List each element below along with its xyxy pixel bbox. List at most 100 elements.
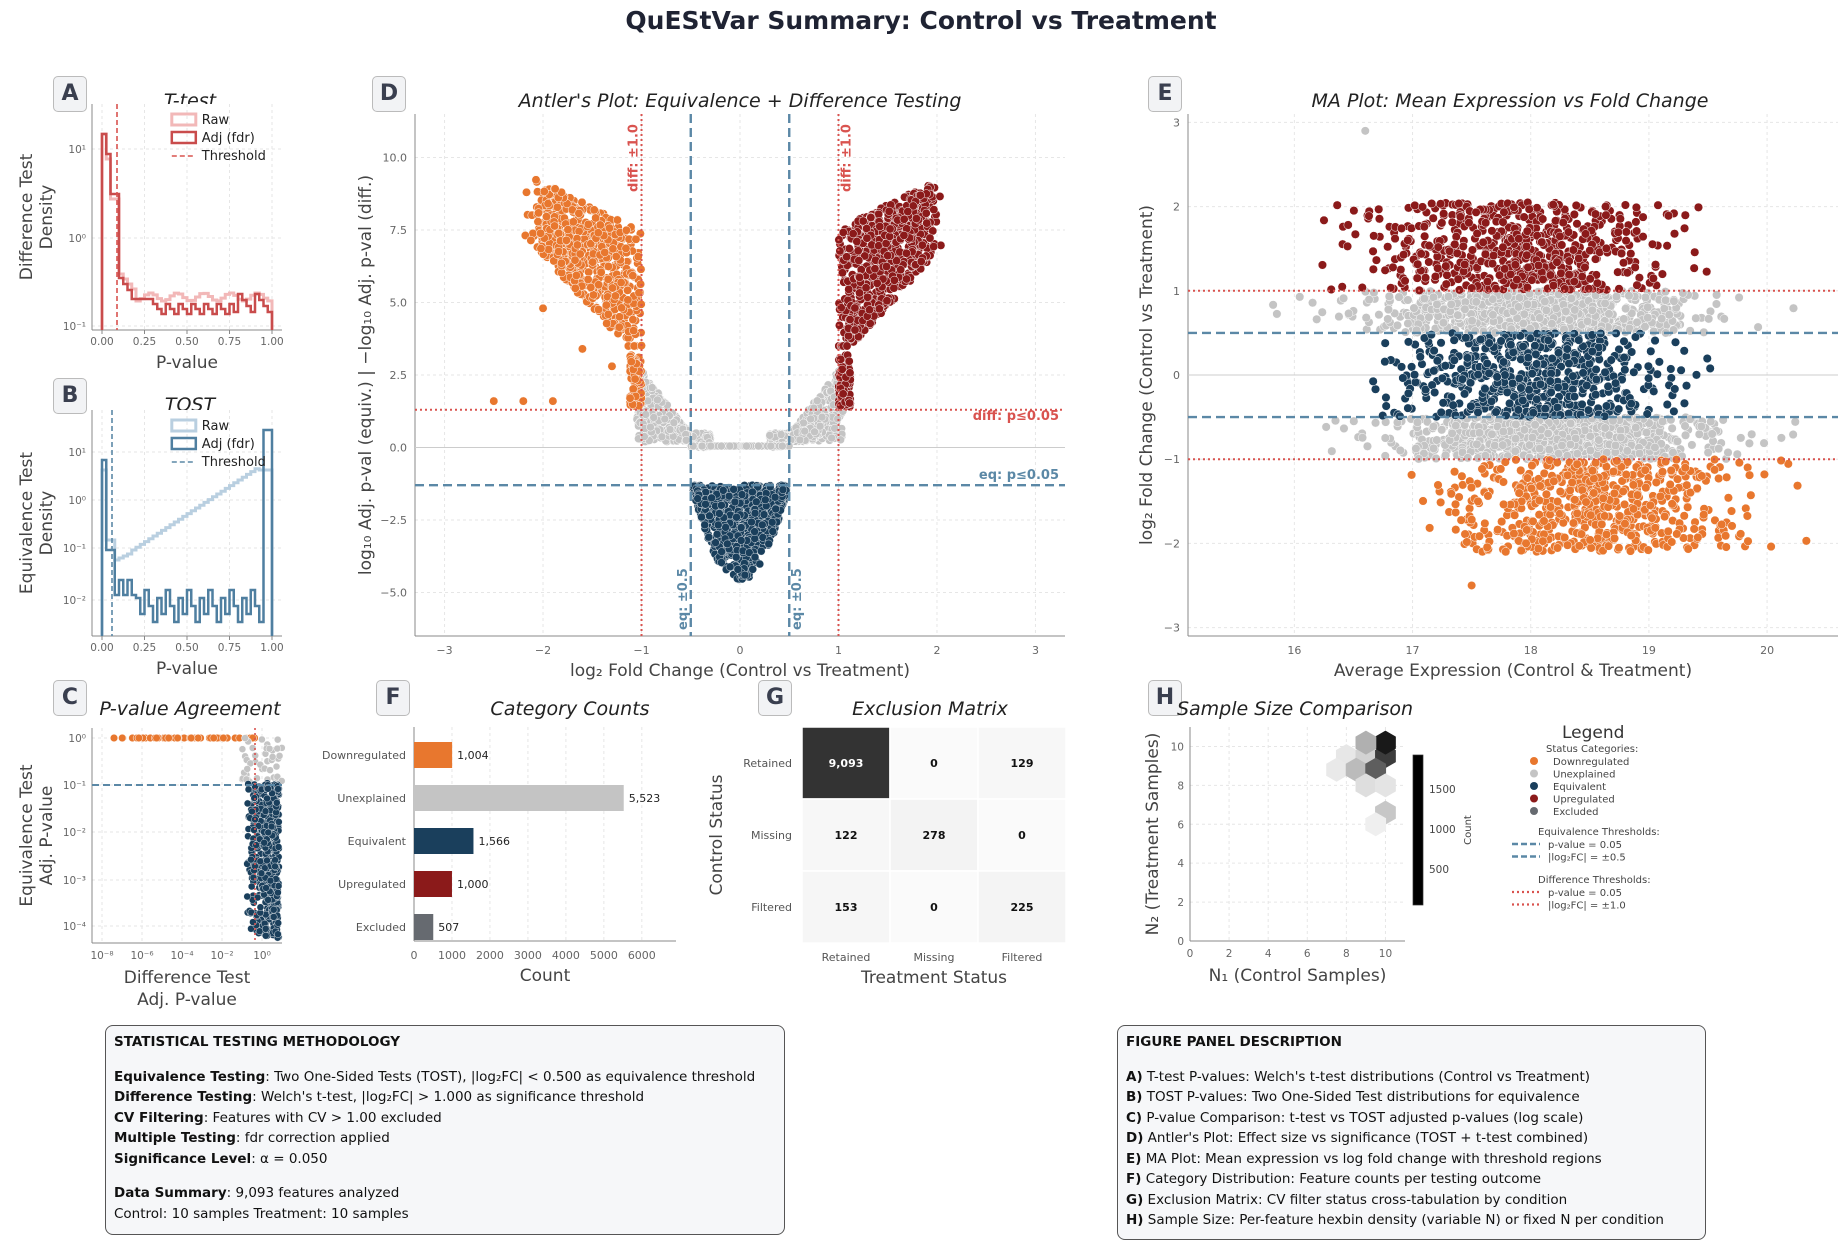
data-point <box>1471 297 1481 307</box>
data-point <box>608 244 618 254</box>
x-tick-label: 10⁻⁶ <box>130 950 153 962</box>
data-point <box>1669 296 1679 306</box>
data-point <box>629 326 639 336</box>
data-point <box>572 240 582 250</box>
data-point <box>875 222 885 231</box>
data-point <box>882 296 892 306</box>
data-point <box>1643 313 1653 323</box>
data-point <box>827 433 836 443</box>
data-point <box>935 192 945 201</box>
data-point <box>594 280 603 290</box>
data-point <box>711 538 720 547</box>
x-tick-label: 17 <box>1406 644 1420 657</box>
data-point <box>723 539 732 549</box>
data-point <box>538 303 548 313</box>
y-axis-label: Equivalence Test <box>17 764 37 906</box>
data-point <box>274 919 282 927</box>
data-point <box>885 231 895 241</box>
data-point <box>1535 313 1545 323</box>
data-point <box>729 485 738 494</box>
data-point <box>916 256 926 266</box>
y-tick-label: 10⁻² <box>63 827 86 839</box>
raw-histogram <box>100 467 274 636</box>
data-point <box>725 441 735 451</box>
data-point <box>273 799 281 807</box>
x-tick-label: 3 <box>1032 644 1039 657</box>
data-point <box>765 431 775 440</box>
data-point <box>1540 297 1550 307</box>
data-point <box>885 224 895 234</box>
data-point <box>848 229 858 239</box>
data-point <box>721 523 730 532</box>
y-axis-label: Difference Test <box>17 153 37 280</box>
data-point <box>748 565 757 574</box>
data-point <box>748 487 757 497</box>
data-point <box>263 794 271 803</box>
data-point <box>631 234 641 244</box>
data-point <box>594 305 603 314</box>
x-tick-label: 0.25 <box>133 642 156 654</box>
x-tick-label: 1 <box>835 644 842 657</box>
x-axis-label: P-value <box>156 659 218 679</box>
y-tick-label: 10⁰ <box>68 495 86 507</box>
data-point <box>616 278 626 288</box>
data-point <box>1488 310 1498 320</box>
data-point <box>194 733 203 743</box>
data-point <box>1691 313 1701 323</box>
y-tick-label: 10⁻¹ <box>63 780 86 792</box>
y-tick-label: −3 <box>1164 622 1180 635</box>
data-point <box>736 536 746 545</box>
data-point <box>1394 292 1404 302</box>
data-point <box>600 247 610 257</box>
data-point <box>863 292 873 302</box>
data-point <box>817 412 827 422</box>
data-point <box>256 903 265 911</box>
annotation-label: diff: ±1.0 <box>839 124 854 192</box>
data-point <box>1467 316 1477 326</box>
data-point <box>896 265 906 275</box>
data-point <box>660 414 670 424</box>
y-tick-label: 0.0 <box>390 442 408 455</box>
panel-letter-f: F <box>376 680 410 716</box>
y-tick-label: 3 <box>1173 116 1180 129</box>
data-point <box>1443 292 1454 302</box>
x-axis-label: P-value <box>156 353 218 373</box>
x-tick-label: 0.25 <box>133 336 156 348</box>
data-point <box>736 523 746 532</box>
data-point <box>557 258 566 268</box>
data-point <box>899 214 909 224</box>
data-point <box>754 441 763 451</box>
data-point <box>489 396 499 406</box>
adj-histogram <box>100 428 274 636</box>
data-point <box>109 733 119 743</box>
y-tick-label: 10⁻¹ <box>63 543 86 555</box>
data-point <box>724 491 734 501</box>
y-tick-label: 10¹ <box>68 447 86 459</box>
data-point <box>1611 292 1622 302</box>
data-point <box>700 520 709 530</box>
data-point <box>838 228 848 237</box>
data-point <box>273 735 282 744</box>
data-point <box>902 248 911 258</box>
data-point <box>882 262 891 271</box>
data-point <box>844 356 854 366</box>
data-point <box>750 527 759 536</box>
data-point <box>778 485 788 494</box>
data-point <box>264 896 272 904</box>
x-axis-label: log₂ Fold Change (Control vs Treatment) <box>570 661 910 681</box>
data-point <box>646 422 655 432</box>
data-point <box>626 357 636 367</box>
y-tick-label: 10⁻³ <box>63 875 86 887</box>
data-point <box>861 283 871 293</box>
data-point <box>526 235 536 245</box>
data-point <box>601 300 611 310</box>
y-tick-label: −5.0 <box>380 587 407 600</box>
data-point <box>257 869 266 877</box>
data-point <box>249 873 258 882</box>
data-point <box>706 441 716 451</box>
data-point <box>925 233 935 243</box>
data-point <box>929 205 939 215</box>
data-point <box>243 892 251 901</box>
data-point <box>262 884 270 892</box>
